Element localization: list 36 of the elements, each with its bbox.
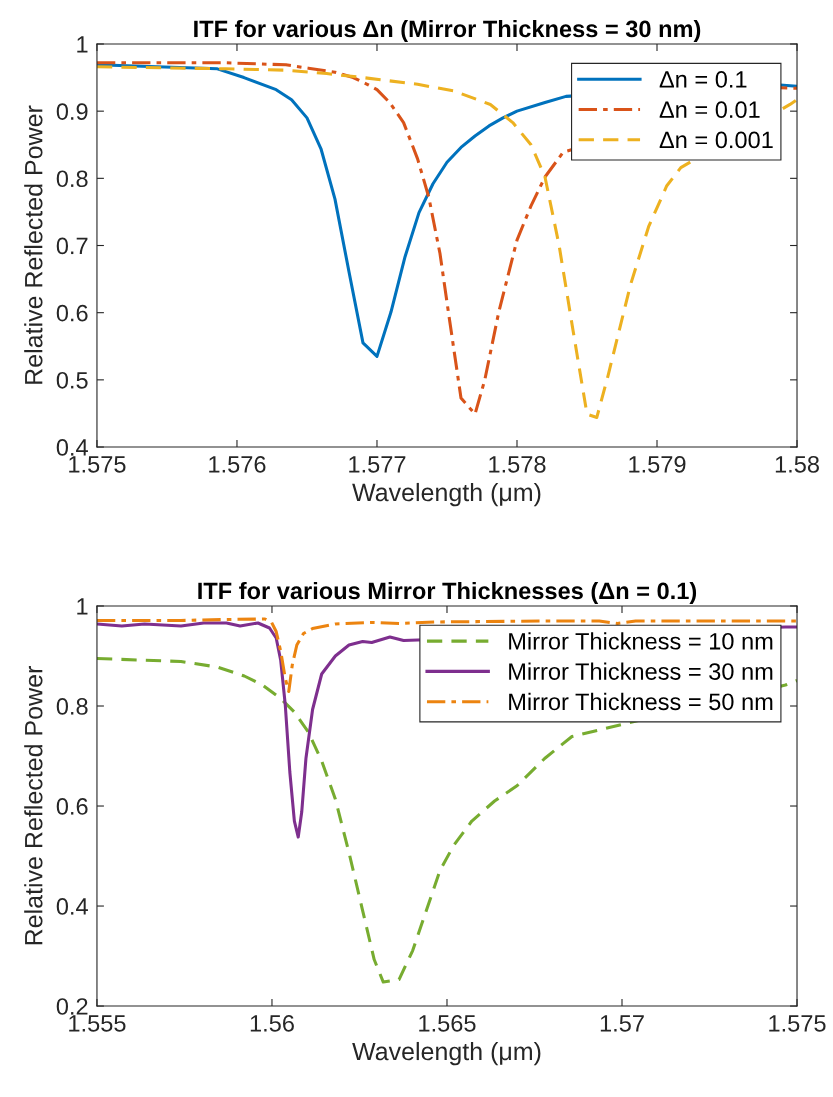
x-tick-label: 1.578 bbox=[489, 455, 546, 473]
legend-label: Δn = 0.01 bbox=[659, 101, 760, 119]
y-tick-label: 0.8 bbox=[56, 170, 88, 188]
y-tick-label: 1 bbox=[77, 36, 88, 53]
legend-label: Mirror Thickness = 10 nm bbox=[509, 632, 773, 650]
line-series bbox=[96, 617, 798, 694]
y-tick-label: 0.2 bbox=[56, 998, 88, 1015]
legend-label: Mirror Thickness = 50 nm bbox=[509, 692, 773, 711]
x-tick-label: 1.575 bbox=[69, 456, 126, 473]
x-tick-label: 1.565 bbox=[419, 1015, 476, 1032]
x-axis-title: Wavelength (μm) bbox=[352, 1041, 541, 1066]
y-tick-label: 0.4 bbox=[56, 898, 88, 915]
chart-title: ITF for various Mirror Thicknesses (Δn = 0.1) bbox=[198, 581, 697, 604]
x-tick-label: 1.575 bbox=[769, 1015, 826, 1032]
x-tick-label: 1.576 bbox=[209, 455, 266, 473]
y-tick-label: 0.8 bbox=[56, 698, 88, 715]
legend-label: Mirror Thickness = 30 nm bbox=[509, 662, 773, 680]
y-tick-label: 0.7 bbox=[56, 237, 88, 255]
x-tick-label: 1.56 bbox=[250, 1015, 294, 1032]
y-tick-label: 0.6 bbox=[56, 304, 88, 322]
x-tick-label: 1.555 bbox=[69, 1015, 126, 1032]
x-tick-label: 1.577 bbox=[349, 456, 406, 473]
x-axis-title: Wavelength (μm) bbox=[352, 482, 541, 507]
legend-label: Δn = 0.1 bbox=[659, 71, 747, 88]
y-tick-label: 0.9 bbox=[56, 103, 88, 120]
y-tick-label: 1 bbox=[77, 598, 88, 615]
y-tick-label: 0.4 bbox=[56, 439, 88, 456]
x-tick-label: 1.57 bbox=[600, 1015, 644, 1032]
y-axis-title: Relative Reflected Power bbox=[24, 666, 43, 945]
legend-label: Δn = 0.001 bbox=[659, 131, 773, 149]
y-tick-label: 0.6 bbox=[56, 798, 88, 815]
x-tick-label: 1.579 bbox=[629, 455, 686, 473]
x-tick-label: 1.58 bbox=[775, 455, 819, 473]
y-axis-title: Relative Reflected Power bbox=[24, 105, 43, 384]
chart-title: ITF for various Δn (Mirror Thickness = 30 nm) bbox=[194, 19, 701, 42]
y-tick-label: 0.5 bbox=[56, 371, 88, 389]
